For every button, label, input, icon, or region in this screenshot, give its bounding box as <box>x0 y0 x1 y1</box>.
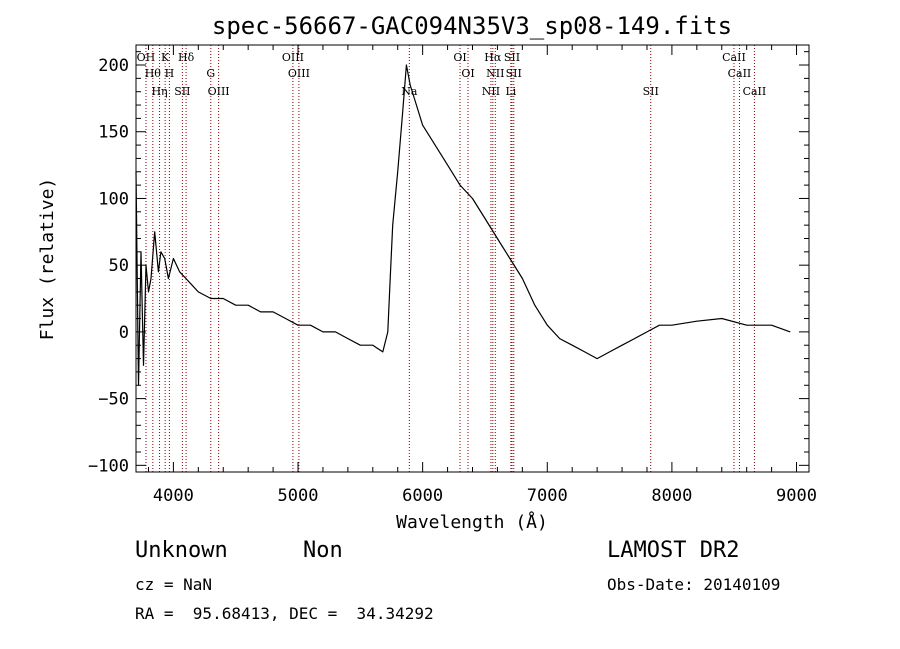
y-tick-label: 0 <box>119 323 129 343</box>
line-marker-label: OI <box>453 51 466 64</box>
line-marker-label: Hη <box>151 85 167 98</box>
x-tick-label: 5000 <box>278 486 319 506</box>
line-marker-label: CaII <box>728 67 752 80</box>
line-marker-label: OH <box>137 51 156 64</box>
survey-label: LAMOST DR2 <box>607 538 740 563</box>
line-marker-label: NII <box>486 67 504 80</box>
line-marker-label: Hθ <box>145 67 162 80</box>
y-axis: −100 −50 0 50 100 150 200 <box>88 51 809 476</box>
x-tick-label: 8000 <box>651 486 692 506</box>
line-markers: OHHθHηKHSIIHδGOIIIOIIIOIIINaOIOINIIHαNII… <box>137 45 767 472</box>
y-tick-label: 50 <box>109 256 129 276</box>
line-marker-label: CaII <box>743 85 767 98</box>
x-axis: 4000 5000 6000 7000 8000 9000 <box>147 45 817 506</box>
line-marker-label: H <box>165 67 175 80</box>
x-tick-label: 6000 <box>402 486 443 506</box>
coordinates-label: RA = 95.68413, DEC = 34.34292 <box>135 604 434 623</box>
line-marker-label: SII <box>643 85 659 98</box>
line-marker-label: SII <box>504 51 520 64</box>
y-tick-label: 150 <box>98 123 129 143</box>
y-axis-label: Flux (relative) <box>37 178 58 341</box>
plot-frame <box>135 44 810 473</box>
line-marker-label: G <box>206 67 215 80</box>
line-marker-label: Hδ <box>178 51 195 64</box>
line-marker-label: SII <box>174 85 190 98</box>
y-tick-label: −50 <box>98 390 129 410</box>
line-marker-label: OIII <box>282 51 304 64</box>
x-tick-label: 4000 <box>153 486 194 506</box>
line-marker-label: NII <box>482 85 500 98</box>
line-marker-label: Hα <box>484 51 502 64</box>
y-tick-label: 100 <box>98 189 129 209</box>
y-tick-label: 200 <box>98 56 129 76</box>
line-marker-label: OI <box>461 67 474 80</box>
spectrum-chart: spec-56667-GAC094N35V3_sp08-149.fits OH H… <box>37 12 817 533</box>
line-marker-label: K <box>161 51 170 64</box>
spectrum-series <box>135 64 791 386</box>
line-marker-label: OIII <box>288 67 310 80</box>
line-marker-label: OIII <box>208 85 230 98</box>
x-axis-label: Wavelength (Å) <box>396 511 548 533</box>
x-tick-label: 9000 <box>776 486 817 506</box>
line-marker-label: Li <box>505 85 516 98</box>
subclass-label: Non <box>303 538 343 563</box>
obs-date-label: Obs-Date: 20140109 <box>607 575 781 594</box>
y-tick-label: −100 <box>88 456 129 476</box>
classification-label: Unknown <box>135 538 228 563</box>
x-tick-label: 7000 <box>527 486 568 506</box>
line-marker-label: CaII <box>722 51 746 64</box>
chart-title: spec-56667-GAC094N35V3_sp08-149.fits <box>212 12 732 40</box>
spectrum-line <box>135 64 791 386</box>
redshift-label: cz = NaN <box>135 575 213 594</box>
line-marker-label: SII <box>506 67 522 80</box>
